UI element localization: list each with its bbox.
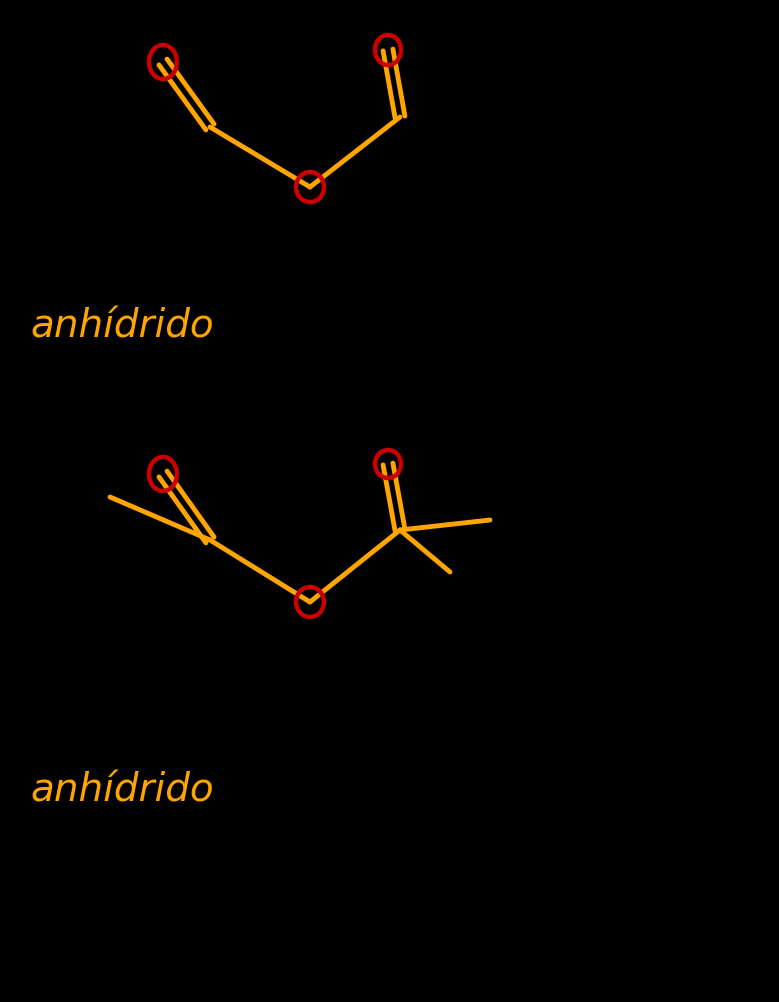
Text: anhídrido: anhídrido: [30, 772, 213, 810]
Text: anhídrido: anhídrido: [30, 307, 213, 345]
